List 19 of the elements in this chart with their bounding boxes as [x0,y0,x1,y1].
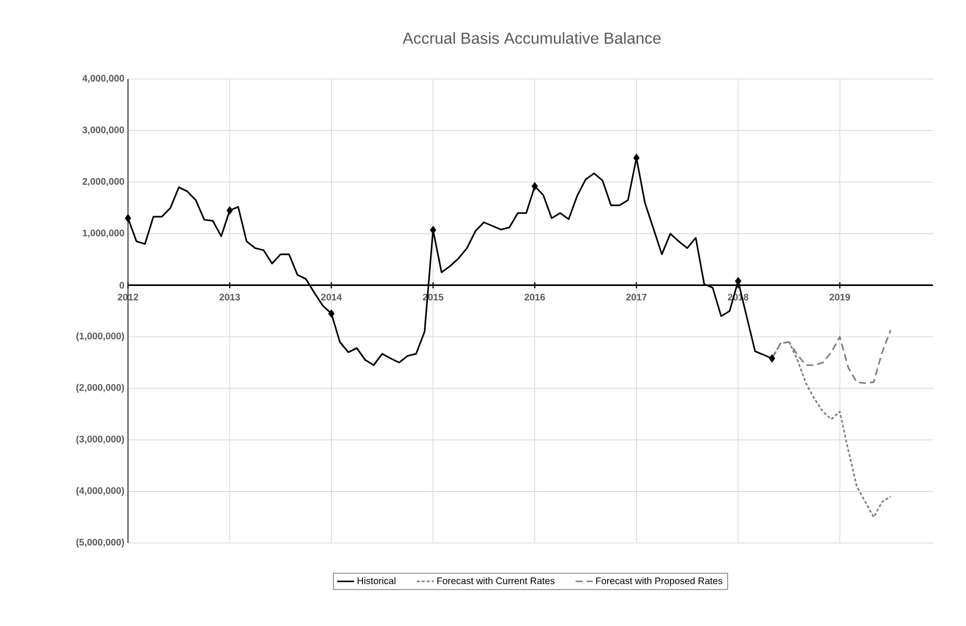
x-tick-label: 2017 [626,294,647,300]
x-tick-label: 2016 [524,294,545,300]
y-tick-label: 3,000,000 [82,126,124,135]
chart-title: Accrual Basis Accumulative Balance [402,32,661,44]
y-tick-label: 0 [120,282,124,289]
y-tick-label: (3,000,000) [76,435,124,444]
legend-label: Forecast with Current Rates [437,577,554,584]
x-tick-label: 2014 [321,294,342,300]
y-tick-label: (5,000,000) [76,538,124,548]
y-tick-label: 4,000,000 [82,74,124,84]
y-tick-label: (4,000,000) [76,487,124,496]
legend-label: Forecast with Proposed Rates [596,577,722,586]
x-tick-label: 2013 [219,294,240,300]
x-tick-label: 2019 [830,294,850,300]
y-tick-label: 2,000,000 [82,178,124,186]
legend-label: Historical [358,577,396,584]
y-tick-label: 1,000,000 [82,230,124,238]
y-tick-label: (2,000,000) [76,384,124,393]
y-tick-label: (1,000,000) [76,332,124,342]
